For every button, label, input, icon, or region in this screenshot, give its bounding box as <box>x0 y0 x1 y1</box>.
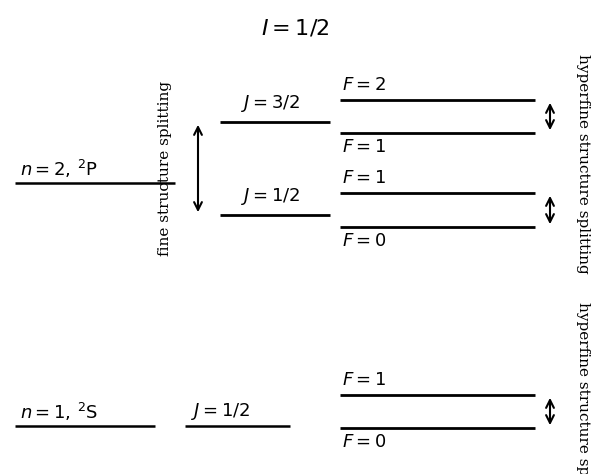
Text: $I = 1/2$: $I = 1/2$ <box>260 17 329 39</box>
Text: $F = 0$: $F = 0$ <box>342 433 386 451</box>
Text: $F = 1$: $F = 1$ <box>342 371 386 389</box>
Text: $F = 1$: $F = 1$ <box>342 138 386 156</box>
Text: $J = 1/2$: $J = 1/2$ <box>191 401 250 422</box>
Text: $n = 1,\,{}^{2}\mathrm{S}$: $n = 1,\,{}^{2}\mathrm{S}$ <box>20 401 98 422</box>
Text: fine structure splitting: fine structure splitting <box>158 81 172 256</box>
Text: $F = 0$: $F = 0$ <box>342 232 386 250</box>
Text: hyperfine structure splitting: hyperfine structure splitting <box>576 301 590 474</box>
Text: $F = 1$: $F = 1$ <box>342 169 386 187</box>
Text: hyperfine structure splitting: hyperfine structure splitting <box>576 54 590 273</box>
Text: $J = 1/2$: $J = 1/2$ <box>241 186 299 207</box>
Text: $n = 2,\,{}^{2}\mathrm{P}$: $n = 2,\,{}^{2}\mathrm{P}$ <box>20 157 98 180</box>
Text: $J = 3/2$: $J = 3/2$ <box>241 93 299 114</box>
Text: $F = 2$: $F = 2$ <box>342 76 386 94</box>
